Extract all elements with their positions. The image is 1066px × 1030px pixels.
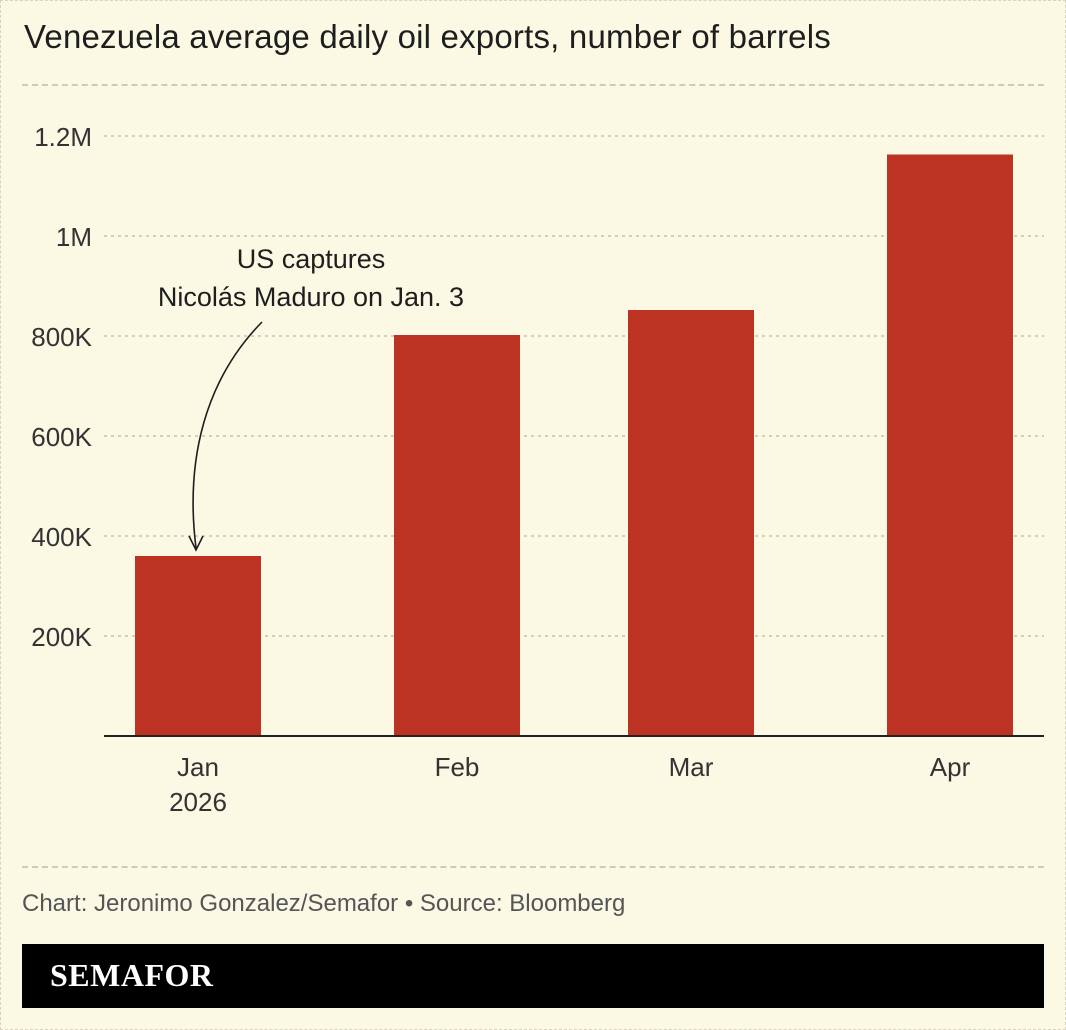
x-tick-label: Feb — [435, 752, 480, 782]
y-tick-label: 800K — [31, 322, 92, 352]
footer-divider — [22, 866, 1044, 868]
y-tick-label: 600K — [31, 422, 92, 452]
bar — [887, 154, 1013, 736]
x-tick-label: Apr — [930, 752, 971, 782]
semafor-logo: SEMAFOR — [50, 957, 214, 993]
bar — [135, 556, 261, 736]
title-divider — [22, 84, 1044, 86]
annotation-arrow — [192, 321, 263, 549]
annotation-arrowhead — [188, 535, 204, 552]
x-tick-label: Mar — [669, 752, 714, 782]
chart-credit: Chart: Jeronimo Gonzalez/Semafor • Sourc… — [22, 890, 626, 917]
bar-chart: 200K 400K 600K 800K 1M 1.2M Jan 2026 Feb Mar Apr US… — [31, 122, 1044, 817]
y-tick-label: 1.2M — [34, 122, 92, 152]
x-tick-label: Jan 2026 — [169, 752, 227, 817]
brand-bar: SEMAFOR — [22, 944, 1044, 1008]
y-tick-label: 400K — [31, 522, 92, 552]
bar — [628, 310, 754, 736]
bar — [394, 335, 520, 736]
annotation-text: US captures Nicolás Maduro on Jan. 3 — [158, 244, 464, 312]
chart-title: Venezuela average daily oil exports, num… — [24, 18, 831, 55]
y-tick-label: 200K — [31, 622, 92, 652]
y-tick-label: 1M — [56, 222, 92, 252]
